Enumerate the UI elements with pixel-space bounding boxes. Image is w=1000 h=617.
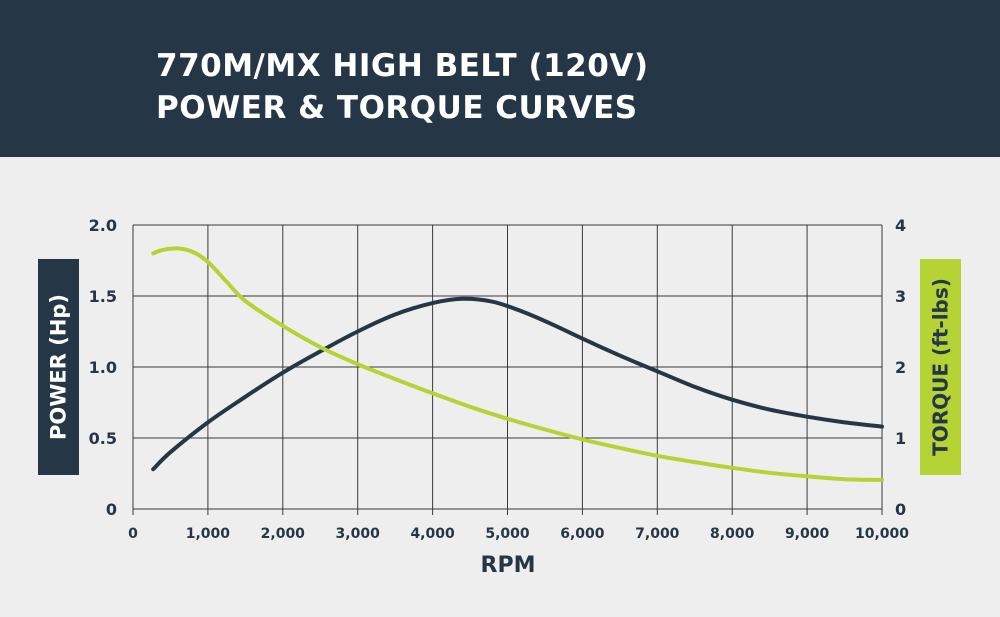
torque-curve [151, 246, 884, 482]
x-tick-label: 8,000 [710, 526, 755, 542]
x-tick-label: 3,000 [336, 526, 381, 542]
grid-lines [132, 224, 883, 515]
y-right-tick-label: 2 [895, 358, 906, 377]
y-right-tick-label: 0 [895, 500, 906, 519]
x-tick-label: 6,000 [560, 526, 605, 542]
y-right-tick-label: 3 [895, 287, 906, 306]
x-tick-label: 10,000 [855, 526, 909, 542]
y-left-tick-label: 1.0 [89, 358, 117, 377]
x-tick-label: 2,000 [261, 526, 306, 542]
header-banner: 770M/MX HIGH BELT (120V) POWER & TORQUE … [0, 0, 1000, 157]
x-axis-label: RPM [481, 553, 536, 578]
series-lines [151, 246, 884, 482]
chart-title-line1: 770M/MX HIGH BELT (120V) [156, 48, 649, 84]
y-left-tick-label: 0 [106, 500, 117, 519]
x-tick-label: 4,000 [410, 526, 455, 542]
y-right-label: TORQUE (ft-lbs) [929, 278, 953, 456]
x-tick-label: 5,000 [485, 526, 530, 542]
power-curve [151, 296, 884, 472]
y-left-tick-label: 1.5 [89, 287, 117, 306]
x-tick-label: 7,000 [635, 526, 680, 542]
chart-title-line2: POWER & TORQUE CURVES [156, 90, 638, 126]
tick-labels: 0 1,000 2,000 3,000 4,000 5,000 6,000 7,000 8,00… [89, 216, 910, 542]
y-left-label-box [38, 259, 79, 475]
x-tick-label: 1,000 [186, 526, 231, 542]
y-right-label-box [920, 259, 961, 475]
x-tick-label: 9,000 [785, 526, 830, 542]
y-left-tick-label: 0.5 [89, 429, 117, 448]
y-left-label: POWER (Hp) [47, 294, 71, 440]
y-right-tick-label: 1 [895, 429, 906, 448]
y-left-tick-label: 2.0 [89, 216, 117, 235]
y-right-tick-label: 4 [895, 216, 906, 235]
x-tick-label: 0 [128, 526, 138, 542]
